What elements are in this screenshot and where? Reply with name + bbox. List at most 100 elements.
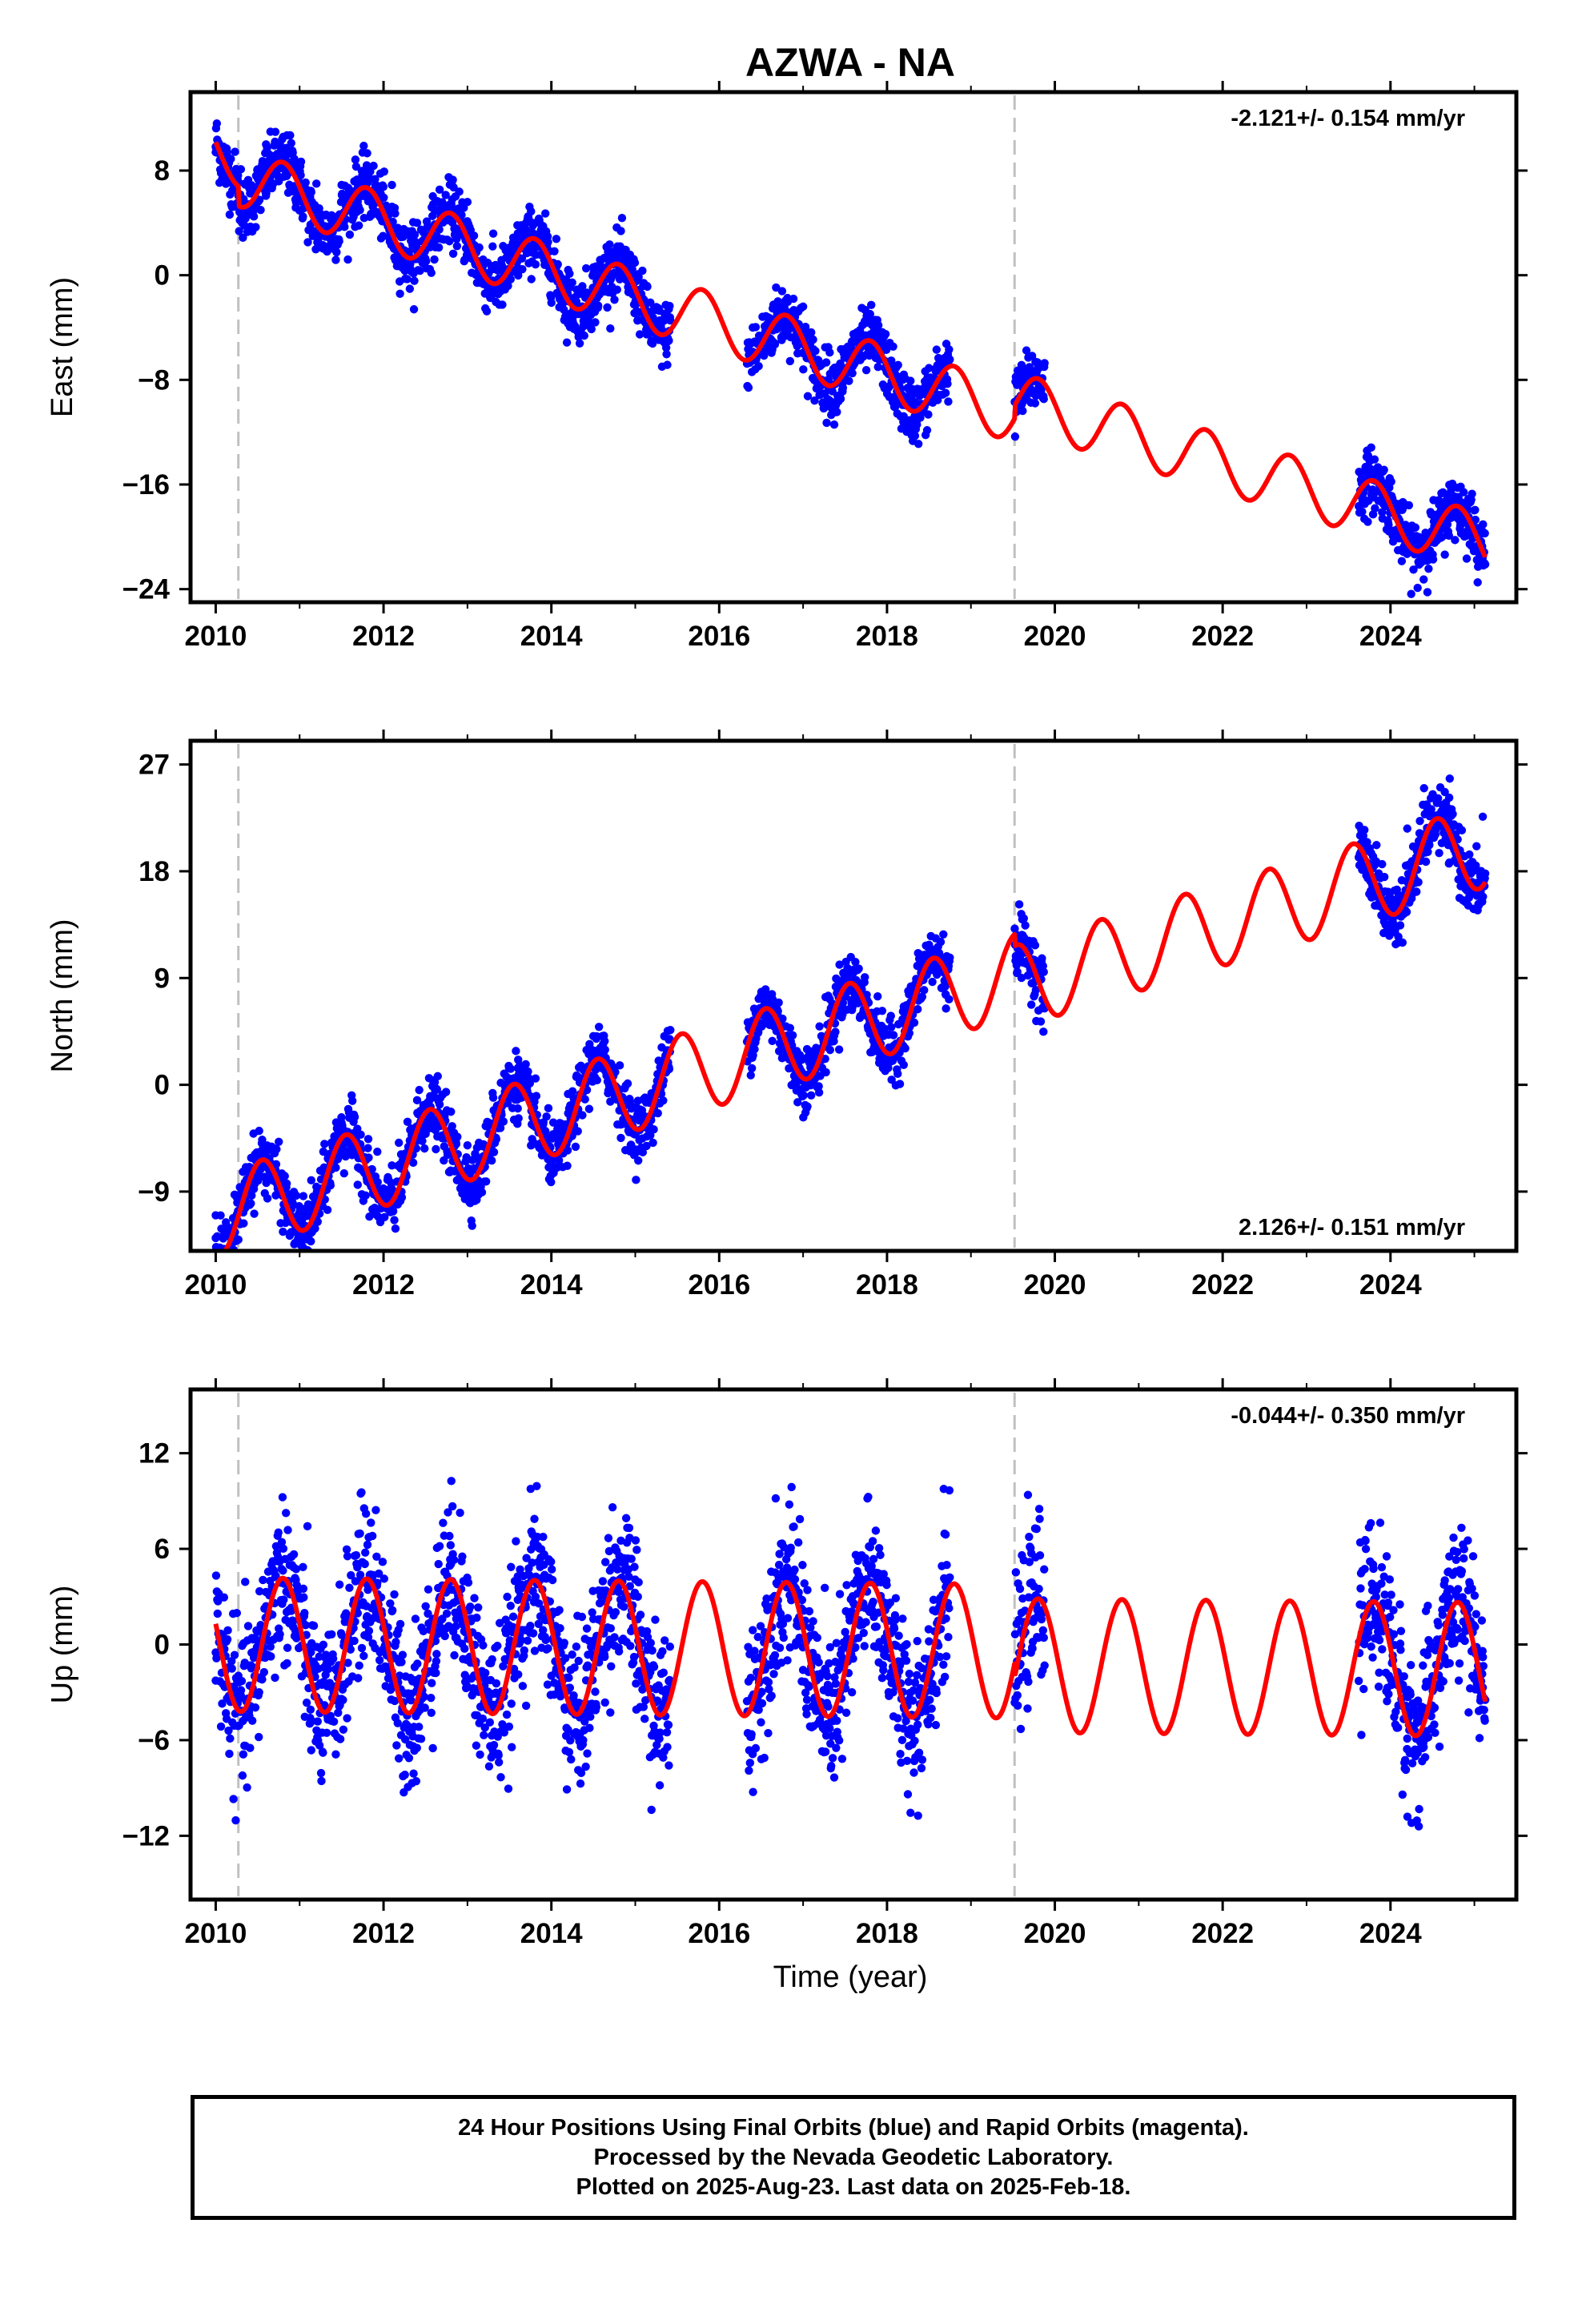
data-point	[299, 1192, 308, 1200]
data-point	[243, 1622, 253, 1630]
data-point	[239, 233, 247, 243]
data-point	[468, 1221, 476, 1230]
data-point	[906, 376, 915, 385]
data-point	[749, 323, 757, 332]
data-point	[552, 235, 561, 243]
data-point	[662, 350, 671, 359]
data-point	[1371, 504, 1379, 513]
data-point	[824, 343, 833, 352]
data-point	[271, 127, 280, 136]
data-point	[339, 1725, 348, 1734]
data-point	[774, 998, 783, 1007]
data-point	[279, 1595, 288, 1604]
data-point	[343, 255, 352, 264]
data-point	[387, 1606, 397, 1615]
data-point	[416, 266, 424, 275]
data-point	[412, 1096, 422, 1105]
data-point	[836, 394, 845, 404]
data-point	[307, 187, 315, 197]
data-point	[469, 231, 479, 240]
data-point	[307, 1236, 315, 1246]
y-tick-label: 27	[139, 750, 170, 781]
data-point	[517, 254, 527, 263]
data-point	[499, 1117, 508, 1126]
data-point	[229, 1795, 238, 1803]
data-point	[1387, 477, 1395, 486]
data-point	[788, 1031, 797, 1039]
data-point	[540, 209, 550, 218]
data-point	[606, 324, 615, 333]
data-point	[772, 283, 781, 292]
data-point	[299, 1562, 307, 1572]
data-point	[345, 230, 355, 239]
observation-points	[211, 774, 1490, 1251]
data-point	[238, 1771, 247, 1780]
data-point	[283, 1526, 292, 1534]
data-point	[1480, 869, 1490, 878]
x-tick-label: 2020	[1024, 1269, 1086, 1301]
x-tick-label: 2014	[520, 621, 583, 652]
data-point	[829, 420, 839, 429]
data-point	[279, 1566, 287, 1575]
data-point	[887, 1023, 896, 1031]
data-point	[457, 211, 466, 219]
data-point	[1030, 941, 1040, 950]
data-point	[942, 990, 950, 999]
data-point	[339, 1168, 349, 1178]
data-point	[1017, 910, 1026, 919]
data-point	[390, 1590, 399, 1599]
data-point	[588, 263, 598, 272]
data-point	[212, 119, 222, 128]
data-point	[1415, 817, 1424, 826]
data-point	[279, 1544, 288, 1554]
data-point	[1448, 810, 1457, 818]
data-point	[588, 1031, 598, 1041]
data-point	[255, 1732, 263, 1742]
data-point	[291, 1191, 301, 1200]
data-point	[634, 272, 643, 282]
data-point	[623, 1079, 632, 1088]
data-point	[379, 167, 388, 176]
data-point	[263, 1194, 272, 1203]
data-point	[532, 1092, 541, 1100]
data-point	[513, 1104, 522, 1113]
data-point	[320, 1140, 329, 1148]
data-point	[666, 1026, 675, 1035]
data-point	[605, 240, 614, 249]
data-point	[550, 247, 559, 256]
data-point	[448, 175, 457, 184]
data-point	[1462, 554, 1472, 563]
data-point	[666, 316, 675, 325]
data-point	[403, 275, 412, 283]
data-point	[329, 1717, 339, 1727]
data-point	[1367, 443, 1375, 452]
data-point	[282, 1179, 291, 1188]
data-point	[415, 1085, 424, 1095]
data-point	[877, 1007, 887, 1015]
data-point	[299, 212, 307, 221]
data-point	[814, 1088, 824, 1097]
data-point	[283, 1659, 291, 1668]
data-point	[316, 1768, 326, 1778]
data-point	[283, 1643, 292, 1652]
data-point	[665, 304, 673, 314]
data-point	[1473, 578, 1482, 587]
data-point	[648, 339, 657, 348]
data-point	[359, 141, 368, 151]
data-point	[434, 243, 444, 252]
data-point	[575, 339, 584, 348]
data-point	[356, 1130, 365, 1140]
data-point	[527, 207, 536, 216]
data-point	[1379, 872, 1389, 882]
data-point	[367, 1518, 375, 1527]
data-point	[531, 260, 540, 269]
data-point	[1030, 399, 1040, 408]
data-point	[237, 1676, 247, 1686]
data-point	[573, 1127, 582, 1136]
data-point	[213, 1609, 223, 1618]
data-point	[317, 1776, 326, 1786]
data-point	[810, 396, 819, 405]
data-point	[639, 1095, 648, 1104]
y-tick-label: 18	[139, 856, 170, 887]
data-point	[807, 1091, 816, 1100]
